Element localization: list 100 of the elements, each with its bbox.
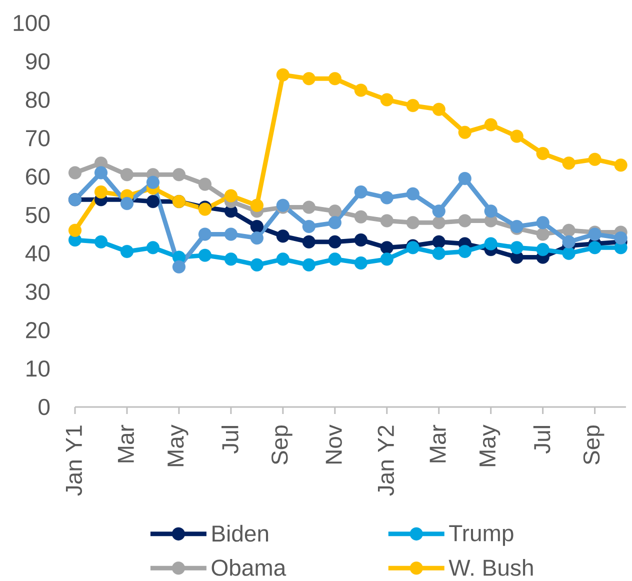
point: [354, 185, 368, 199]
point: [354, 256, 368, 270]
y-tick-label: 70: [26, 130, 50, 146]
point: [120, 196, 134, 210]
point: [198, 248, 212, 262]
point: [380, 93, 394, 106]
point: [458, 214, 472, 228]
x-tick-label: Mar: [430, 424, 446, 462]
x-tick-label: Jan Y1: [66, 426, 82, 496]
y-tick-label: 20: [26, 322, 50, 338]
point: [120, 244, 134, 258]
point: [536, 242, 550, 256]
x-tick-label: Jul: [533, 426, 550, 454]
y-tick-label: 10: [26, 360, 50, 377]
point: [224, 228, 238, 241]
point: [302, 220, 316, 234]
x-tick-label: Nov: [326, 424, 342, 464]
legend-label: Biden: [212, 524, 268, 542]
point: [68, 166, 82, 180]
y-tick-label: 90: [26, 53, 50, 70]
point: [354, 84, 368, 97]
point: [380, 191, 394, 204]
x-tick-label: Mar: [118, 424, 134, 462]
point: [562, 246, 576, 260]
x-tick-label: May: [480, 424, 500, 466]
point: [458, 126, 472, 139]
point: [614, 231, 628, 245]
point: [536, 146, 550, 160]
point: [354, 210, 368, 224]
point: [302, 235, 316, 248]
point: [536, 216, 550, 230]
point: [146, 241, 160, 254]
point: [328, 252, 342, 266]
point: [458, 172, 472, 186]
x-tick-label: Jan Y2: [378, 426, 394, 496]
point: [406, 216, 420, 230]
x-tick-label: Sep: [583, 425, 604, 464]
point: [94, 235, 108, 248]
point: [536, 228, 550, 241]
point: [198, 228, 212, 241]
point: [354, 233, 368, 247]
point: [484, 118, 498, 132]
x-tick-label: Sep: [272, 425, 292, 464]
point: [510, 241, 524, 254]
point: [120, 168, 134, 182]
point: [172, 168, 186, 182]
point: [250, 198, 264, 212]
y-tick-label: 100: [14, 14, 50, 32]
point: [380, 214, 394, 228]
point: [302, 258, 316, 272]
point: [458, 244, 472, 258]
point: [406, 98, 420, 112]
point: [276, 252, 290, 266]
point: [224, 189, 238, 202]
point: [588, 152, 602, 166]
point: [94, 185, 108, 199]
point: [328, 235, 342, 248]
point: [510, 130, 524, 143]
point: [94, 166, 108, 180]
y-tick-label: 60: [26, 168, 50, 185]
point: [276, 68, 290, 82]
point: [172, 260, 186, 274]
point: [328, 72, 342, 86]
point: [614, 158, 628, 172]
point: [380, 241, 394, 254]
point: [302, 200, 316, 214]
point: [484, 237, 498, 250]
point: [562, 224, 576, 237]
point: [562, 156, 576, 170]
y-tick-label: 50: [26, 206, 50, 224]
point: [432, 216, 446, 230]
point: [406, 187, 420, 200]
point: [68, 224, 82, 237]
point: [432, 204, 446, 218]
y-tick-label: 30: [26, 284, 50, 300]
point: [562, 235, 576, 248]
point: [588, 241, 602, 254]
legend-label: Trump: [449, 525, 514, 546]
point: [328, 204, 342, 218]
point: [432, 235, 446, 248]
point: [146, 194, 160, 208]
point: [198, 178, 212, 191]
x-tick-label: May: [168, 424, 188, 466]
point: [250, 258, 264, 272]
point: [276, 230, 290, 243]
point: [328, 216, 342, 230]
point: [302, 72, 316, 86]
y-tick-label: 0: [38, 398, 50, 416]
point: [250, 231, 264, 245]
legend-label: Obama: [212, 559, 286, 576]
point: [250, 220, 264, 234]
point: [432, 246, 446, 260]
point: [224, 252, 238, 266]
y-tick-label: 40: [25, 245, 50, 262]
legend-label: W. Bush: [448, 559, 533, 576]
point: [432, 102, 446, 116]
y-tick-label: 80: [26, 92, 50, 108]
point: [380, 252, 394, 266]
point: [146, 176, 160, 189]
x-tick-label: Jul: [221, 426, 238, 454]
